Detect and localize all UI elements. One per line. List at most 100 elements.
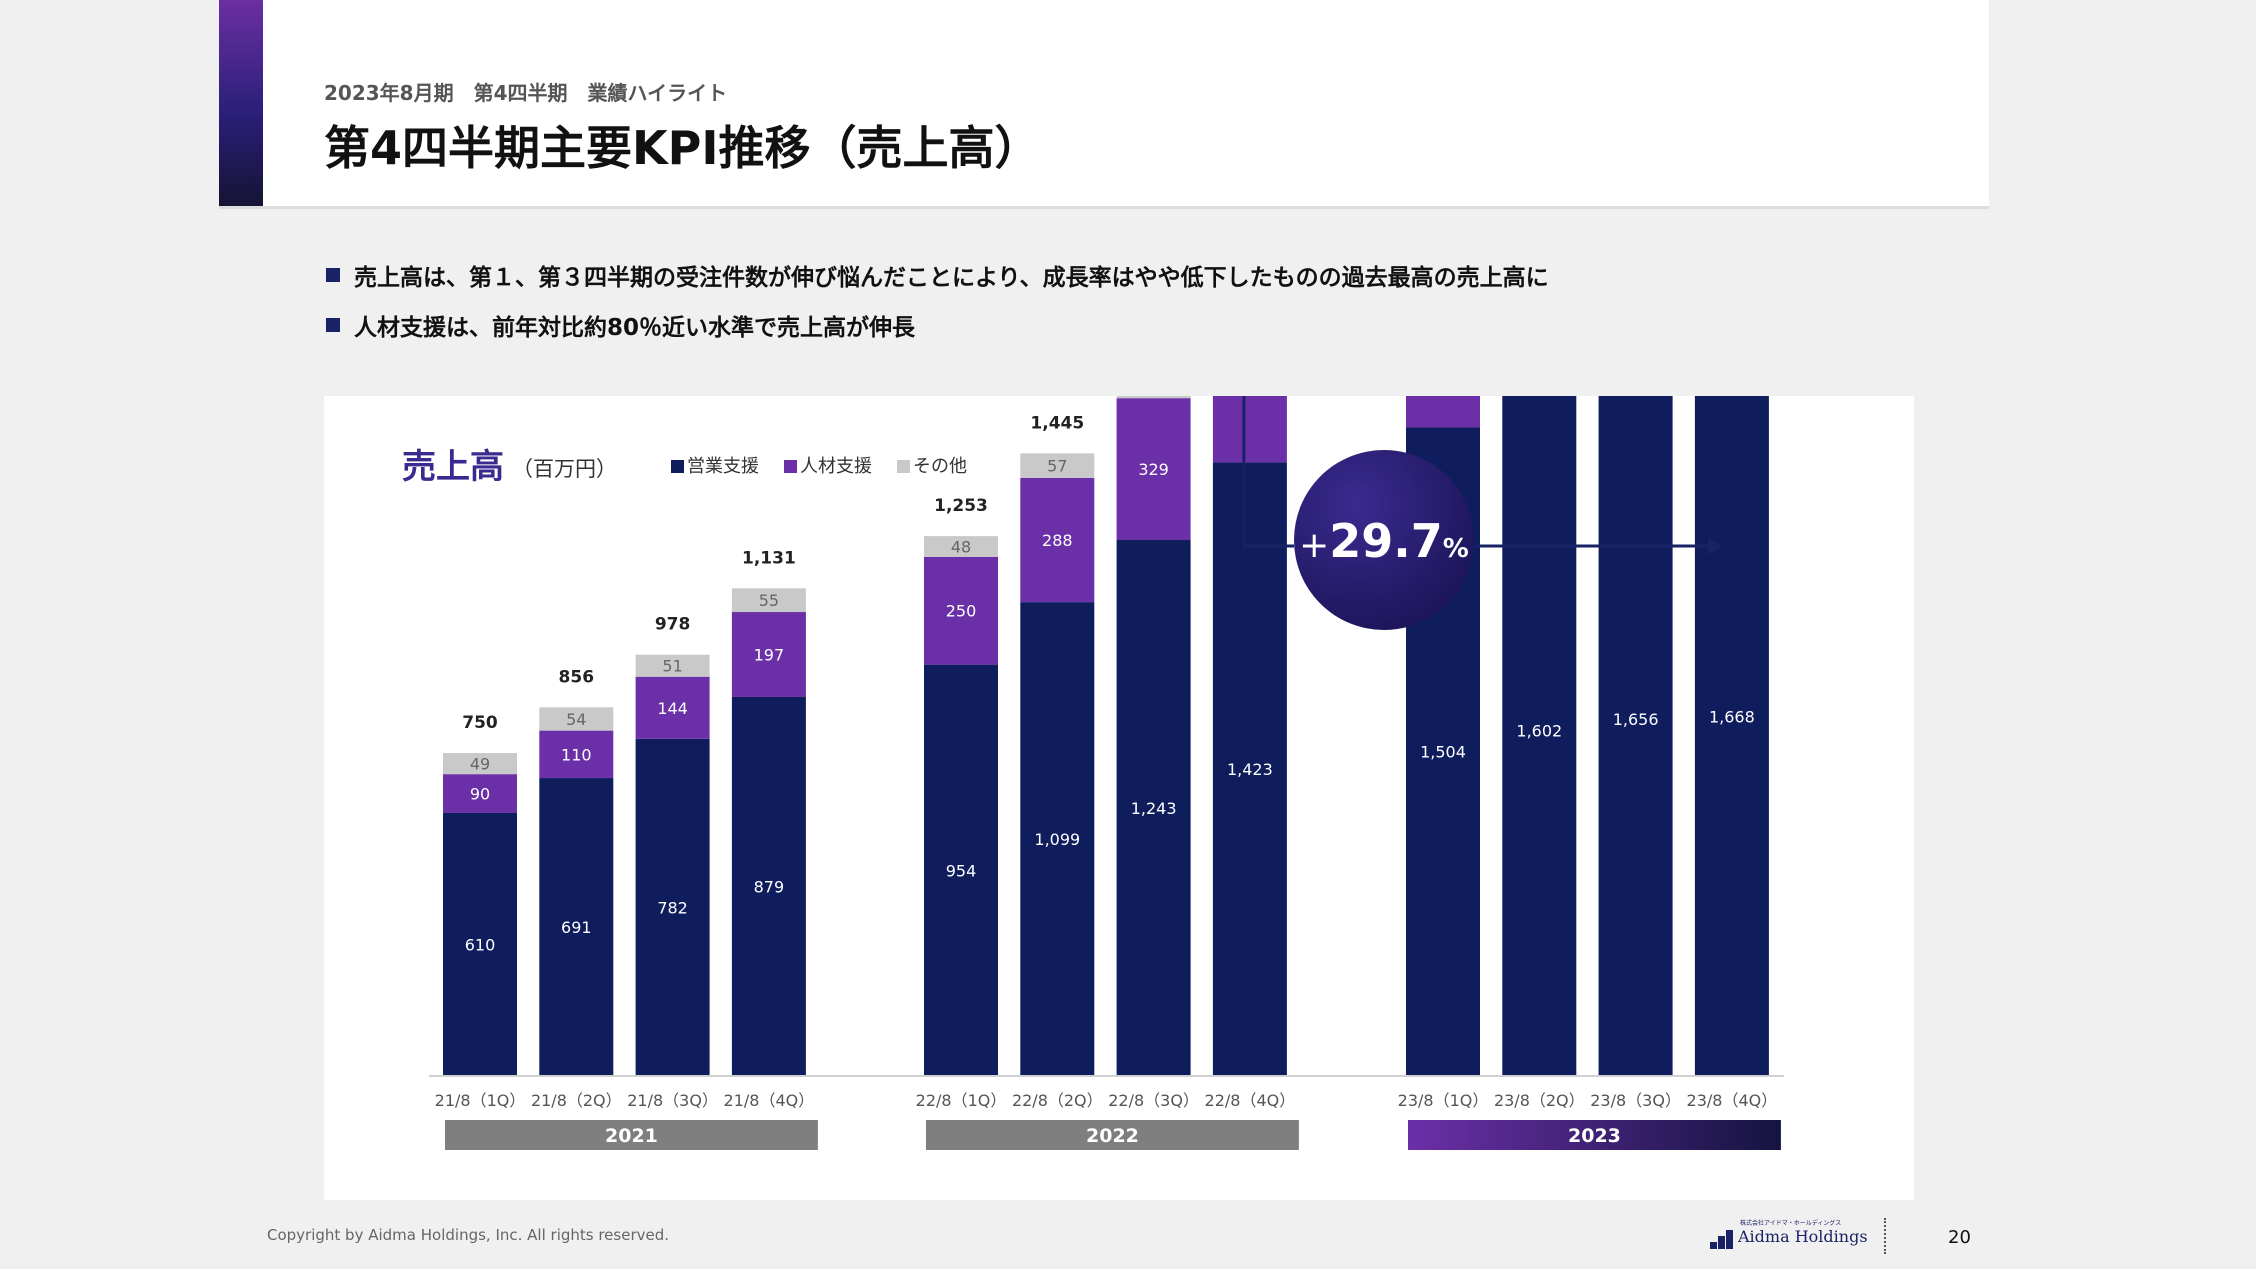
x-tick-label: 23/8（3Q） <box>1590 1091 1681 1110</box>
bar-segment <box>635 676 710 739</box>
bar-segment <box>1502 385 1577 1076</box>
year-band <box>445 1120 818 1150</box>
logo-name: Aidma Holdings <box>1738 1227 1868 1246</box>
arrow-head-icon <box>1707 537 1722 555</box>
total-value-label: 1,131 <box>742 548 796 568</box>
bar-segment <box>1020 477 1095 603</box>
x-tick-labels: 21/8（1Q） 21/8（2Q） 21/8（3Q） 21/8（4Q） 22/8（1Q）… <box>435 1091 1778 1110</box>
footer-divider <box>1884 1218 1886 1254</box>
year-band-label: 2021 <box>605 1125 658 1147</box>
bar-segment <box>635 738 710 1076</box>
total-value-label: 1,445 <box>1030 413 1084 433</box>
slide-title: 第4四半期主要KPI推移（売上高） <box>324 121 1041 175</box>
growth-circle <box>1294 450 1474 630</box>
year-band <box>926 1120 1299 1150</box>
x-tick-label: 21/8（4Q） <box>724 1091 815 1110</box>
bar-segment <box>731 588 806 613</box>
bar-segment <box>1116 540 1191 1076</box>
bullet-list: 売上高は、第１、第３四半期の受注件数が伸び悩んだことにより、成長率はやや低下した… <box>326 250 1549 350</box>
legend-swatch <box>671 460 684 473</box>
x-tick-label: 23/8（2Q） <box>1494 1091 1585 1110</box>
segment-value-label: 782 <box>657 898 688 917</box>
total-value-label: 978 <box>655 615 691 635</box>
segment-value-label: 691 <box>561 918 592 937</box>
year-band <box>1408 1120 1781 1150</box>
bar-segment <box>924 556 998 665</box>
segment-value-label: 1,423 <box>1227 760 1273 779</box>
total-value-label: 750 <box>462 713 498 733</box>
legend-label: 人材支援 <box>800 456 872 477</box>
x-tick-label: 22/8（3Q） <box>1108 1091 1199 1110</box>
chart-unit: （百万円） <box>512 457 617 481</box>
bar-segment <box>924 664 998 1076</box>
bar-segment <box>539 778 614 1076</box>
bullet-text: 人材支援は、前年対比約80％近い水準で売上高が伸長 <box>354 315 916 341</box>
revenue-chart: 売上高 （百万円） 営業支援 人材支援 その他 610 90 49 750 691 110 54… <box>402 0 1784 1150</box>
chart-title: 売上高 <box>402 447 504 487</box>
bar-segment <box>1212 295 1287 463</box>
bullet-square-icon <box>326 268 340 282</box>
logo-blocks-icon <box>1710 1230 1733 1249</box>
bar-segment <box>635 654 710 677</box>
chart-legend: 営業支援 人材支援 その他 <box>671 456 967 477</box>
legend-swatch <box>784 460 797 473</box>
chart-panel: 売上高 （百万円） 営業支援 人材支援 その他 610 90 49 750 691 110 54… <box>324 0 1914 1200</box>
segment-value-label: 48 <box>951 537 971 556</box>
bar-stacks: 610 90 49 750 691 110 54 856 782 144 51 978 879 197 55… <box>443 0 1769 1076</box>
segment-value-label: 288 <box>1042 531 1073 550</box>
segment-value-label: 1,656 <box>1613 710 1659 729</box>
company-logo: 株式会社アイドマ・ホールディングス Aidma Holdings <box>1710 1218 1868 1254</box>
year-band-label: 2022 <box>1086 1125 1139 1147</box>
page-number: 20 <box>1948 1227 1971 1248</box>
bar-segment <box>443 753 517 775</box>
bullet-item: 人材支援は、前年対比約80％近い水準で売上高が伸長 <box>326 300 1549 350</box>
year-group-bands: 2021 2022 2023 <box>445 1120 1781 1150</box>
x-tick-label: 22/8（1Q） <box>916 1091 1007 1110</box>
segment-value-label: 610 <box>465 935 496 954</box>
bar-segment <box>1406 233 1480 428</box>
segment-value-label: 1,099 <box>1034 830 1080 849</box>
segment-value-label: 54 <box>566 710 586 729</box>
legend-label: その他 <box>913 456 967 477</box>
growth-rate-value: +29.7% <box>1299 514 1469 568</box>
bar-segment <box>731 696 806 1076</box>
bullet-item: 売上高は、第１、第３四半期の受注件数が伸び悩んだことにより、成長率はやや低下した… <box>326 250 1549 300</box>
bar-segment <box>1694 356 1769 1076</box>
bar-segment <box>1116 398 1191 541</box>
bar-segment <box>1598 361 1673 1076</box>
bar-segment <box>1020 602 1095 1076</box>
x-tick-label: 21/8（2Q） <box>531 1091 622 1110</box>
segment-value-label: 250 <box>946 602 977 621</box>
slide-subtitle: 2023年8月期 第4四半期 業績ハイライト <box>324 81 728 105</box>
total-value-label: 1,253 <box>934 496 988 516</box>
legend-swatch <box>897 460 910 473</box>
segment-value-label: 144 <box>657 699 688 718</box>
bar-segment <box>1212 462 1287 1076</box>
bar-segment <box>924 536 998 557</box>
slide-header: 2023年8月期 第4四半期 業績ハイライト 第4四半期主要KPI推移（売上高） <box>219 0 1989 209</box>
x-tick-label: 23/8（1Q） <box>1398 1091 1489 1110</box>
copyright-text: Copyright by Aidma Holdings, Inc. All ri… <box>267 1226 670 1244</box>
segment-value-label: 1,243 <box>1131 799 1177 818</box>
logo-small-text: 株式会社アイドマ・ホールディングス <box>1740 1220 1842 1227</box>
bullet-square-icon <box>326 318 340 332</box>
segment-value-label: 49 <box>470 755 490 774</box>
segment-value-label: 57 <box>1047 457 1067 476</box>
bar-segment <box>443 774 517 813</box>
x-tick-label: 22/8（4Q） <box>1205 1091 1296 1110</box>
legend-label: 営業支援 <box>687 456 759 477</box>
segment-value-label: 1,668 <box>1709 707 1755 726</box>
segment-value-label: 1,504 <box>1420 743 1466 762</box>
year-band-label: 2023 <box>1568 1125 1621 1147</box>
x-tick-label: 21/8（1Q） <box>435 1091 526 1110</box>
segment-value-label: 51 <box>662 657 682 676</box>
bar-segment <box>1020 453 1095 478</box>
x-tick-label: 22/8（2Q） <box>1012 1091 1103 1110</box>
bar-segment <box>443 812 517 1076</box>
bar-segment <box>731 612 806 697</box>
segment-value-label: 90 <box>470 785 490 804</box>
segment-value-label: 50 <box>1143 396 1163 397</box>
bar-segment <box>539 730 614 779</box>
segment-value-label: 879 <box>754 877 785 896</box>
bar-segment <box>539 707 614 731</box>
